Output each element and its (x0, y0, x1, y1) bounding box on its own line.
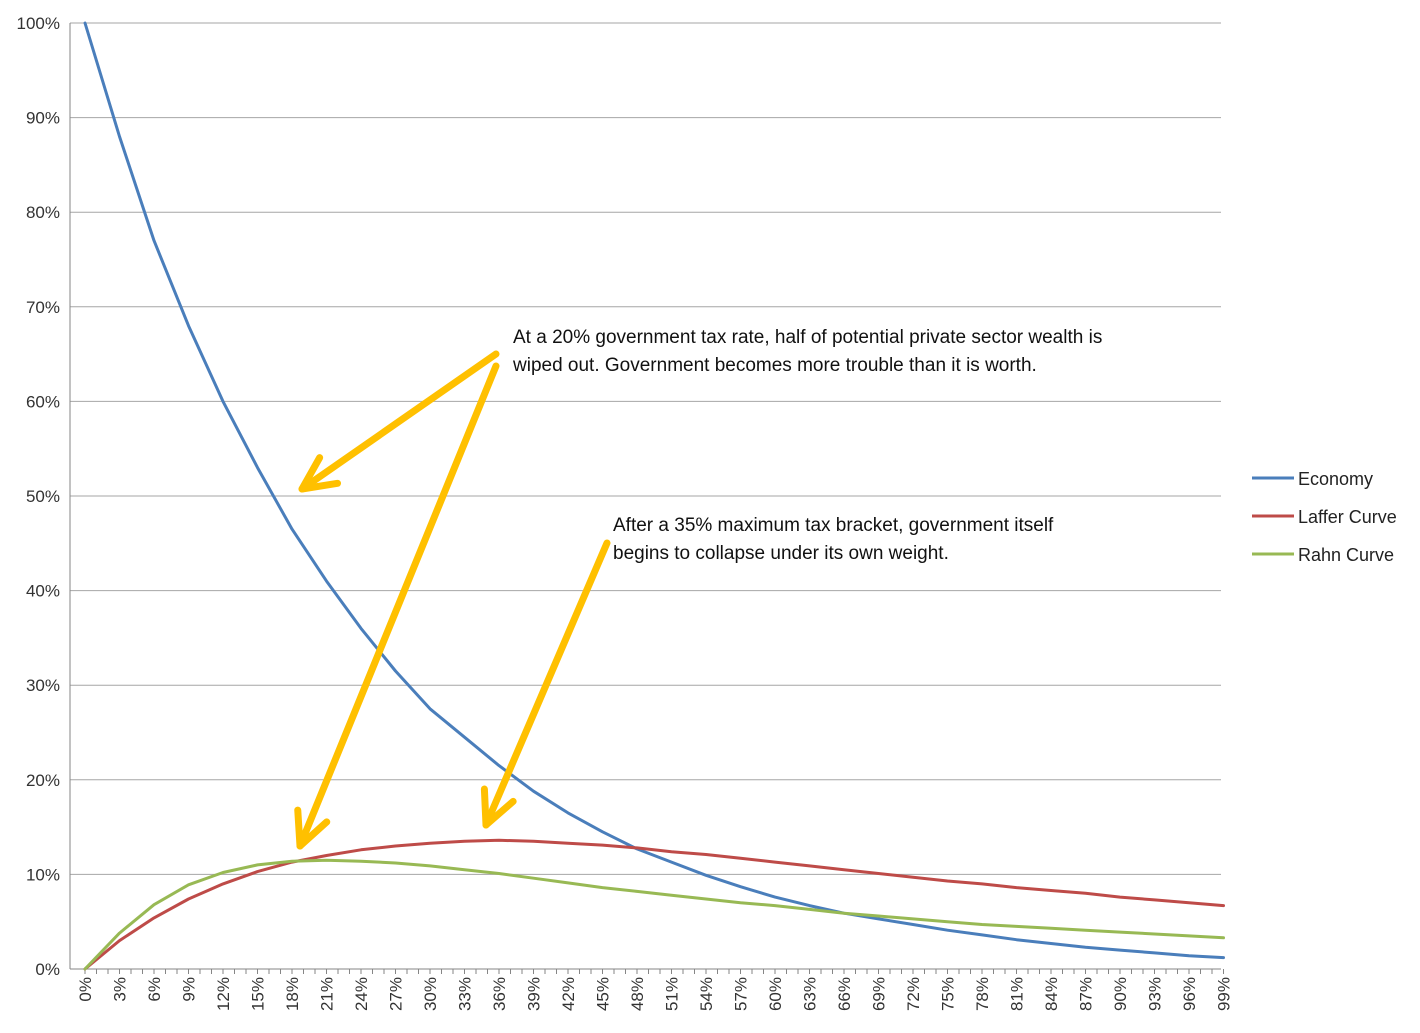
x-tick-label: 9% (180, 977, 199, 1002)
series-line-rahn-curve (83, 858, 1225, 971)
x-tick-label: 27% (387, 977, 406, 1011)
y-tick-label: 10% (26, 865, 60, 884)
x-tick-label: 78% (973, 977, 992, 1011)
x-tick-label: 57% (732, 977, 751, 1011)
y-tick-label: 50% (26, 487, 60, 506)
legend: Economy Laffer Curve Rahn Curve (1252, 469, 1397, 565)
gridlines (70, 22, 1221, 875)
x-tick-label: 12% (214, 977, 233, 1011)
x-tick-label: 72% (904, 977, 923, 1011)
x-tick-label: 24% (352, 977, 371, 1011)
x-tick-label: 96% (1180, 977, 1199, 1011)
arrow-to-laffer-peak-head (480, 785, 517, 829)
x-axis: 0% 3% 6% 9% 12% 15% 18% 21% 24% 27% 30% 33% 36% 39% 42… (69, 23, 1234, 1011)
x-tick-label: 60% (766, 977, 785, 1011)
x-tick-label: 45% (594, 977, 613, 1011)
x-tick-label: 3% (111, 977, 130, 1002)
x-tick-label: 15% (249, 977, 268, 1011)
x-tick-label: 84% (1042, 977, 1061, 1011)
series-lines (83, 21, 1225, 971)
x-tick-label: 33% (456, 977, 475, 1011)
x-tick-label: 87% (1077, 977, 1096, 1011)
legend-label: Rahn Curve (1298, 545, 1394, 565)
legend-label: Economy (1298, 469, 1373, 489)
x-tick-label: 6% (145, 977, 164, 1002)
x-tick-label: 66% (835, 977, 854, 1011)
x-tick-label: 36% (490, 977, 509, 1011)
annotation-1-line-1: At a 20% government tax rate, half of po… (513, 327, 1103, 348)
x-tick-label: 30% (421, 977, 440, 1011)
x-tick-label: 90% (1111, 977, 1130, 1011)
x-tick-label: 21% (318, 977, 337, 1011)
y-tick-label: 40% (26, 582, 60, 601)
annotation-2: After a 35% maximum tax bracket, governm… (613, 512, 1053, 568)
arrow-to-crossing-shaft (296, 362, 500, 850)
arrow-to-economy-head (298, 454, 342, 493)
x-tick-label: 18% (283, 977, 302, 1011)
x-tick-label: 93% (1146, 977, 1165, 1011)
annotation-2-line-2: begins to collapse under its own weight. (613, 543, 949, 564)
x-tick-label: 42% (559, 977, 578, 1011)
y-tick-label: 90% (26, 109, 60, 128)
arrow-to-laffer-peak-shaft (482, 539, 611, 829)
series-line-laffer-curve (83, 838, 1225, 971)
x-tick-label: 54% (697, 977, 716, 1011)
arrow-to-crossing-head (294, 806, 331, 850)
y-tick-label: 80% (26, 203, 60, 222)
annotation-1-line-2: wiped out. Government becomes more troub… (513, 355, 1037, 376)
annotation-arrows (294, 350, 611, 850)
x-tick-label: 99% (1215, 977, 1234, 1011)
y-tick-label: 60% (26, 392, 60, 411)
arrow-to-economy-shaft (298, 350, 500, 493)
x-tick-label: 81% (1008, 977, 1027, 1011)
y-tick-label: 30% (26, 676, 60, 695)
x-tick-label: 69% (870, 977, 889, 1011)
y-tick-label: 20% (26, 771, 60, 790)
legend-label: Laffer Curve (1298, 507, 1397, 527)
annotation-2-line-1: After a 35% maximum tax bracket, governm… (613, 515, 1054, 536)
x-tick-label: 48% (628, 977, 647, 1011)
x-tick-label: 75% (939, 977, 958, 1011)
y-axis-ticks: 0% 10% 20% 30% 40% 50% 60% 70% 80% 90% 100% (17, 14, 60, 979)
y-tick-label: 70% (26, 298, 60, 317)
x-tick-label: 0% (76, 977, 95, 1002)
series-line-economy (83, 21, 1225, 960)
x-tick-label: 39% (525, 977, 544, 1011)
y-tick-label: 100% (17, 14, 60, 33)
x-tick-label: 63% (801, 977, 820, 1011)
y-tick-label: 0% (35, 960, 60, 979)
annotation-1: At a 20% government tax rate, half of po… (513, 324, 1102, 380)
x-tick-label: 51% (663, 977, 682, 1011)
